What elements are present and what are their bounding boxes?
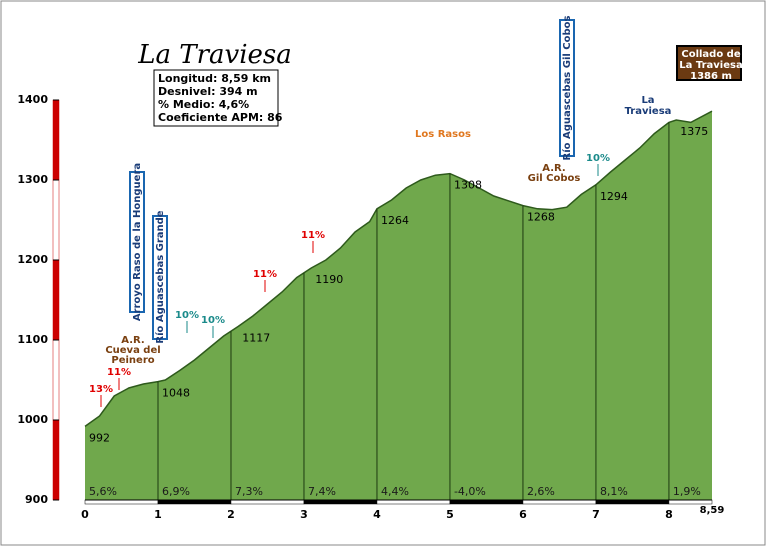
km-bar <box>595 499 670 505</box>
y-tick-label: 1400 <box>17 93 48 106</box>
elevation-label: 1117 <box>242 331 270 344</box>
annotation: Gil Cobos <box>528 173 581 184</box>
km-bar <box>449 499 524 505</box>
annotation-box <box>152 215 168 340</box>
gradient-label: 2,6% <box>527 485 555 498</box>
annotation: Cueva del <box>105 345 160 356</box>
x-tick-label: 4 <box>373 508 381 521</box>
annotation-box <box>559 19 575 157</box>
km-bar <box>376 499 451 505</box>
x-tick-label: 0 <box>81 508 89 521</box>
annotation: La Traviesa <box>679 60 742 71</box>
annotation: La <box>641 95 654 106</box>
annotation-box <box>129 171 145 313</box>
annotation: A.R. <box>542 163 565 174</box>
gradient-label: 6,9% <box>162 485 190 498</box>
x-tick-label: 2 <box>227 508 235 521</box>
axis-band <box>52 339 60 421</box>
info-box <box>153 69 279 127</box>
elevation-area <box>85 111 712 500</box>
x-tick-label: 3 <box>300 508 308 521</box>
annotation: 10% <box>201 315 225 326</box>
y-tick-label: 1300 <box>17 173 48 186</box>
elevation-label: 1294 <box>600 190 628 203</box>
x-tick-label: 5 <box>446 508 454 521</box>
km-bar <box>303 499 378 505</box>
x-tick-label: 8,59 <box>700 505 725 516</box>
elevation-label: 1190 <box>315 273 343 286</box>
km-bar <box>157 499 232 505</box>
elevation-label: 1264 <box>381 214 409 227</box>
annotation-box <box>676 45 742 81</box>
gradient-label: 1,9% <box>673 485 701 498</box>
annotation: 10% <box>175 310 199 321</box>
gradient-label: 7,3% <box>235 485 263 498</box>
gradient-label: 8,1% <box>600 485 628 498</box>
axis-band <box>52 259 60 341</box>
info-line: Coeficiente APM: 86 <box>158 111 283 124</box>
x-tick-label: 1 <box>154 508 162 521</box>
annotation: 10% <box>586 153 610 164</box>
elevation-label: 1375 <box>680 125 708 138</box>
elevation-label: 1048 <box>162 387 190 400</box>
y-tick-label: 900 <box>25 493 48 506</box>
annotation: Los Rasos <box>415 129 471 140</box>
gradient-label: 4,4% <box>381 485 409 498</box>
y-tick-label: 1100 <box>17 333 48 346</box>
km-bar <box>84 499 159 505</box>
gradient-label: 5,6% <box>89 485 117 498</box>
info-line: Desnivel: 394 m <box>158 85 258 98</box>
x-tick-label: 8 <box>665 508 673 521</box>
elevation-line <box>84 110 713 428</box>
elevation-label: 992 <box>89 431 110 444</box>
km-bar <box>522 499 597 505</box>
annotation: 11% <box>253 269 277 280</box>
axis-band <box>52 419 60 501</box>
axis-band <box>52 179 60 261</box>
annotation: Arroyo Raso de la Honguera <box>132 163 143 321</box>
title: La Traviesa <box>137 40 292 70</box>
annotation: A.R. <box>121 335 144 346</box>
annotation: 13% <box>89 384 113 395</box>
y-tick-label: 1200 <box>17 253 48 266</box>
km-bar <box>230 499 305 505</box>
gradient-label: 7,4% <box>308 485 336 498</box>
annotation: 11% <box>107 367 131 378</box>
y-tick-label: 1000 <box>17 413 48 426</box>
gradient-label: -4,0% <box>454 485 486 498</box>
elevation-label: 1308 <box>454 179 482 192</box>
annotation: Peinero <box>111 355 154 366</box>
annotation: 11% <box>301 230 325 241</box>
info-line: % Medio: 4,6% <box>158 98 249 111</box>
annotation: Río Aguascebas Grande <box>154 210 166 343</box>
km-bar <box>668 499 713 505</box>
annotation: Río Aguascebas Gil Cobos <box>561 15 573 160</box>
annotation: Collado de <box>681 49 740 60</box>
x-tick-label: 7 <box>592 508 600 521</box>
info-line: Longitud: 8,59 km <box>158 72 271 85</box>
elevation-label: 1268 <box>527 211 555 224</box>
axis-band <box>52 99 60 181</box>
annotation: 1386 m <box>690 71 732 82</box>
annotation: Traviesa <box>625 106 672 117</box>
x-tick-label: 6 <box>519 508 527 521</box>
